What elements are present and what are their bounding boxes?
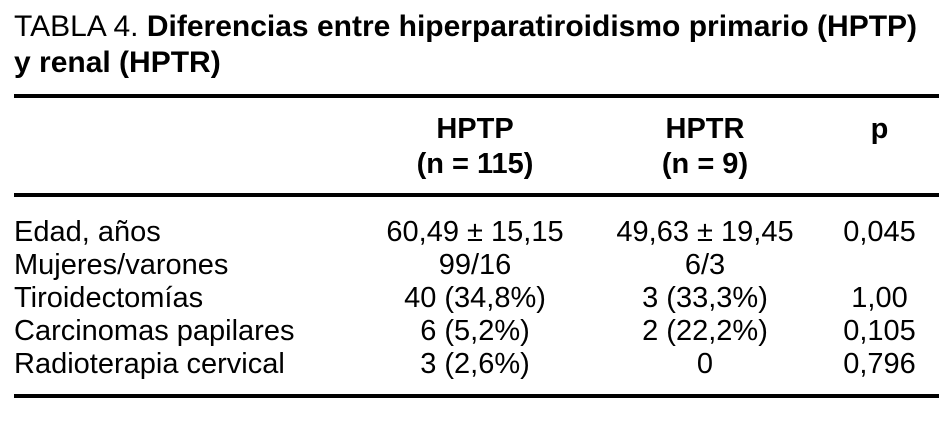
header-hptr-name: HPTR	[665, 113, 745, 145]
table-header-row: HPTP (n = 115) HPTR (n = 9) p	[14, 98, 939, 193]
header-hptr: HPTR (n = 9)	[590, 112, 820, 182]
p-value	[820, 249, 939, 282]
row-label: Tiroidectomías	[14, 282, 204, 314]
hptp-value: 6 (5,2%)	[420, 315, 530, 347]
rule-header	[14, 193, 939, 197]
p-value: 1,00	[851, 282, 908, 314]
hptr-value: 6/3	[684, 249, 726, 281]
table-title-bold-line1: Diferencias entre hiperparatiroidismo pr…	[146, 10, 918, 43]
hptp-value: 60,49 ± 15,15	[386, 216, 564, 248]
hptr-value: 2 (22,2%)	[642, 315, 768, 347]
header-hptp-name: HPTP	[436, 113, 514, 145]
rule-bottom	[14, 394, 939, 398]
p-value: 0,105	[843, 315, 916, 347]
header-hptr-n: (n = 9)	[661, 148, 749, 180]
hptp-value: 99/16	[438, 249, 512, 281]
table-body: Edad, años 60,49 ± 15,15 49,63 ± 19,45 0…	[14, 197, 939, 394]
table-number-label: TABLA 4.	[14, 10, 139, 43]
table-title: TABLA 4. Diferencias entre hiperparatiro…	[14, 9, 939, 81]
p-value: 0,796	[843, 348, 916, 380]
row-label: Carcinomas papilares	[14, 315, 295, 347]
hptp-value: 40 (34,8%)	[404, 282, 546, 314]
header-empty-cell	[14, 112, 360, 182]
hptr-value: 0	[696, 348, 714, 380]
p-value: 0,045	[843, 216, 916, 248]
header-hptp-n: (n = 115)	[416, 148, 534, 180]
header-p: p	[870, 113, 889, 145]
table-title-line1: TABLA 4. Diferencias entre hiperparatiro…	[14, 9, 939, 45]
row-label: Radioterapia cervical	[14, 348, 285, 380]
hptr-value: 49,63 ± 19,45	[616, 216, 794, 248]
table-title-line2: y renal (HPTR)	[14, 46, 221, 79]
hptr-value: 3 (33,3%)	[642, 282, 768, 314]
hptp-value: 3 (2,6%)	[420, 348, 530, 380]
row-label: Mujeres/varones	[14, 249, 229, 281]
header-hptp: HPTP (n = 115)	[360, 112, 590, 182]
row-label: Edad, años	[14, 216, 161, 248]
rule-top	[14, 94, 939, 98]
